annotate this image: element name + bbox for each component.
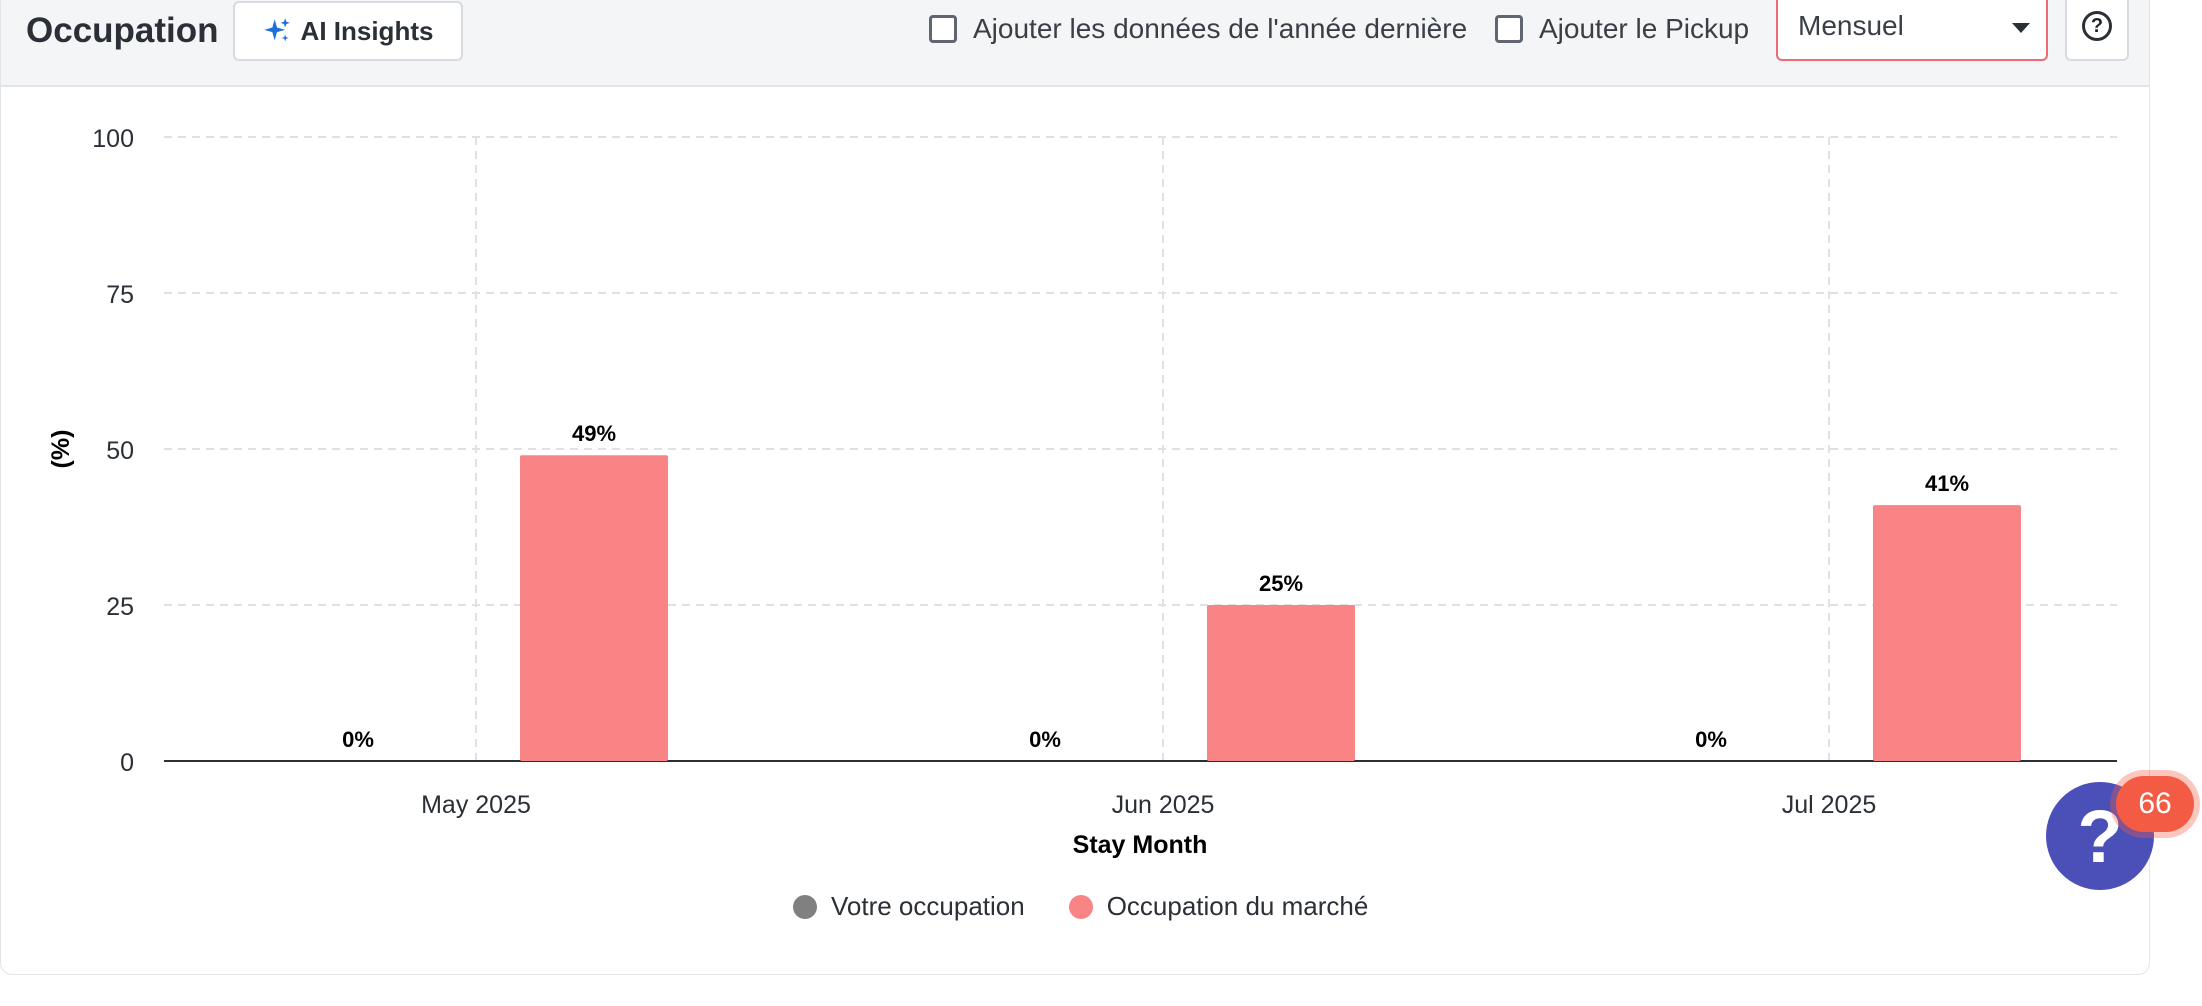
bar-occupation-marche (1873, 505, 2021, 761)
notification-badge: 66 (2116, 776, 2194, 832)
question-mark-icon: ? (2077, 794, 2123, 878)
pickup-checkbox[interactable]: Ajouter le Pickup (1495, 9, 1749, 49)
bar-data-label: 0% (1029, 727, 1061, 752)
x-tick-label: Jun 2025 (1112, 791, 1215, 819)
y-tick-label: 75 (106, 281, 134, 309)
legend-label: Occupation du marché (1106, 891, 1369, 921)
chart-labels: 0 25 50 75 100 0% 49% May 2025 0% 25% Jun 2025 0% 41… (47, 125, 1969, 859)
help-button[interactable]: ? (2065, 0, 2129, 61)
x-tick-label: Jul 2025 (1782, 791, 1877, 819)
y-axis-title: (%) (47, 430, 75, 469)
bar-data-label: 41% (1925, 471, 1969, 496)
chart-bars (520, 455, 2021, 761)
occupation-bar-chart: 0 25 50 75 100 0% 49% May 2025 0% 25% Jun 2025 0% 41… (47, 125, 2117, 859)
chart-legend: Votre occupation Occupation du marché (793, 891, 1368, 922)
bar-occupation-marche (520, 455, 668, 761)
legend-item-votre-occupation[interactable]: Votre occupation (793, 891, 1025, 922)
card-header: Occupation AI Insights Ajouter les donné… (1, 0, 2149, 87)
x-axis-title: Stay Month (1073, 831, 1208, 859)
chart-grid (164, 136, 2117, 762)
y-tick-label: 0 (120, 749, 134, 777)
legend-label: Votre occupation (831, 891, 1025, 921)
y-tick-label: 50 (106, 437, 134, 465)
legend-item-occupation-marche[interactable]: Occupation du marché (1068, 891, 1369, 922)
pickup-label: Ajouter le Pickup (1539, 13, 1750, 44)
legend-dot-icon (793, 894, 817, 919)
checkbox-icon[interactable] (929, 15, 957, 43)
bar-data-label: 49% (572, 421, 616, 446)
ai-insights-button[interactable]: AI Insights (233, 1, 463, 61)
period-select[interactable]: Mensuel (1776, 0, 2048, 61)
page-title: Occupation (26, 11, 219, 50)
bar-data-label: 25% (1259, 571, 1303, 596)
y-tick-label: 100 (92, 125, 134, 153)
ai-insights-label: AI Insights (300, 15, 434, 46)
bar-data-label: 0% (1695, 727, 1727, 752)
occupation-card: Occupation AI Insights Ajouter les donné… (0, 0, 2150, 975)
last-year-label: Ajouter les données de l'année dernière (973, 13, 1468, 44)
last-year-checkbox[interactable]: Ajouter les données de l'année dernière (929, 9, 1467, 49)
legend-dot-icon (1068, 894, 1093, 919)
caret-down-icon (2012, 23, 2030, 33)
checkbox-icon[interactable] (1495, 15, 1523, 43)
bar-data-label: 0% (342, 727, 374, 752)
x-tick-label: May 2025 (421, 791, 531, 819)
sparkle-icon (263, 18, 290, 42)
help-circle-icon: ? (2082, 11, 2112, 41)
period-select-value: Mensuel (1798, 10, 1904, 41)
y-tick-label: 25 (106, 593, 134, 621)
bar-occupation-marche (1207, 605, 1355, 761)
